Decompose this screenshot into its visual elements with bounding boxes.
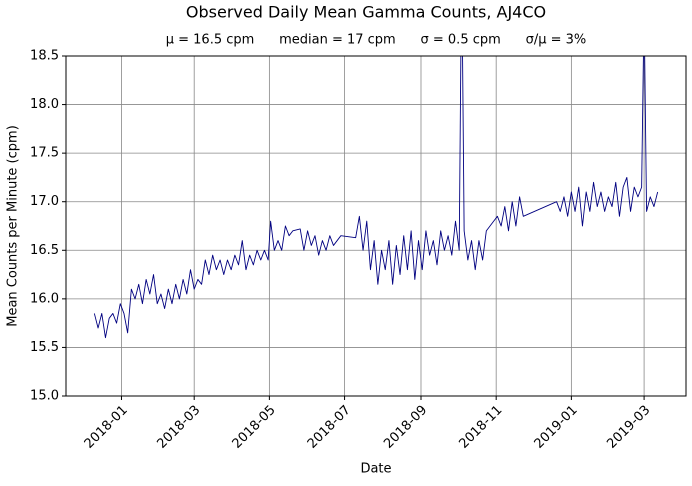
y-tick-label: 15.0 xyxy=(30,389,59,404)
plot-frame xyxy=(65,55,687,397)
y-tick-label: 18.5 xyxy=(30,49,59,64)
y-tick-label: 16.0 xyxy=(30,291,59,306)
y-axis-label: Mean Counts per Minute (cpm) xyxy=(6,125,21,327)
x-tick-label: 2019-01 xyxy=(532,403,581,452)
y-tick-label: 17.0 xyxy=(30,194,59,209)
x-tick-label: 2018-01 xyxy=(82,403,131,452)
x-tick-label: 2019-03 xyxy=(604,403,653,452)
y-tick-label: 18.0 xyxy=(30,97,59,112)
chart-title: Observed Daily Mean Gamma Counts, AJ4CO xyxy=(186,3,546,22)
x-axis-label: Date xyxy=(360,462,391,477)
chart-subtitle: μ = 16.5 cpm median = 17 cpm σ = 0.5 cpm… xyxy=(166,33,587,48)
x-tick-label: 2018-03 xyxy=(154,403,203,452)
x-tick-label: 2018-09 xyxy=(381,403,430,452)
x-tick-label: 2018-05 xyxy=(230,403,279,452)
data-line xyxy=(93,56,659,339)
y-tick-label: 16.5 xyxy=(30,243,59,258)
y-tick-label: 17.5 xyxy=(30,146,59,161)
y-tick-label: 15.5 xyxy=(30,340,59,355)
x-tick-label: 2018-11 xyxy=(456,403,505,452)
x-tick-label: 2018-07 xyxy=(305,403,354,452)
